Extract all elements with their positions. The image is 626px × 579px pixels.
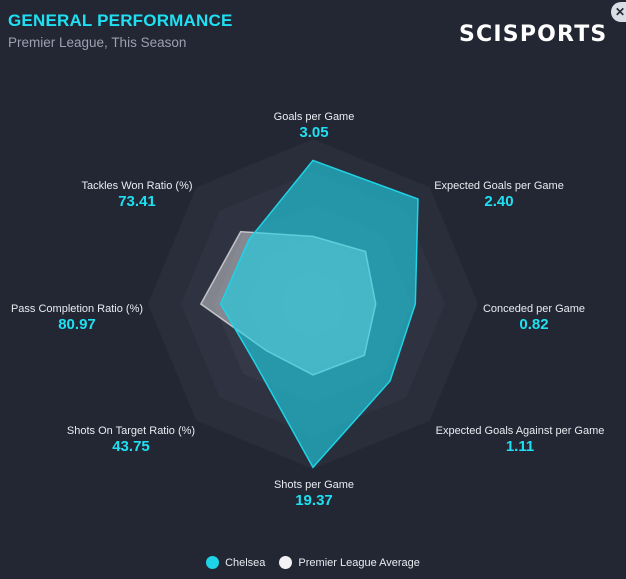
legend-item-league-average[interactable]: Premier League Average (279, 556, 420, 569)
legend-label: Premier League Average (298, 556, 420, 569)
metric-label: Conceded per Game (482, 303, 586, 315)
metric-value: 3.05 (299, 124, 329, 142)
metric-label: Shots On Target Ratio (%) (66, 425, 196, 437)
metric-expected-goals-against: Expected Goals Against per Game 1.11 (430, 425, 610, 456)
metric-pass-completion: Pass Completion Ratio (%) 80.97 (4, 303, 150, 334)
metric-value: 2.40 (484, 193, 514, 211)
team-color-dot-icon (206, 556, 220, 569)
chart-legend: Chelsea Premier League Average (0, 556, 626, 569)
page-subtitle: Premier League, This Season (8, 35, 187, 50)
metric-value: 73.41 (118, 193, 156, 211)
metric-value: 80.97 (58, 316, 96, 334)
metric-label: Goals per Game (273, 111, 355, 123)
metric-value: 0.82 (519, 316, 549, 334)
brand-logo: SCISPORTS (459, 22, 608, 47)
close-icon[interactable]: ✕ (611, 2, 626, 22)
metric-shots-per-game: Shots per Game 19.37 (254, 479, 374, 510)
metric-expected-goals: Expected Goals per Game 2.40 (424, 180, 574, 211)
metric-goals-per-game: Goals per Game 3.05 (254, 111, 374, 142)
metric-tackles-won: Tackles Won Ratio (%) 73.41 (72, 180, 202, 211)
series-chelsea-area (219, 159, 419, 469)
average-color-dot-icon (279, 556, 293, 569)
metric-shots-on-target: Shots On Target Ratio (%) 43.75 (56, 425, 206, 456)
metric-value: 1.11 (505, 438, 535, 456)
metric-value: 19.37 (295, 492, 333, 510)
metric-value: 43.75 (112, 438, 150, 456)
legend-item-chelsea[interactable]: Chelsea (206, 556, 265, 569)
metric-label: Expected Goals per Game (434, 180, 564, 192)
metric-label: Tackles Won Ratio (%) (81, 180, 193, 192)
legend-label: Chelsea (225, 556, 266, 569)
metric-label: Expected Goals Against per Game (435, 425, 605, 437)
page-title: GENERAL PERFORMANCE (8, 11, 233, 30)
metric-conceded: Conceded per Game 0.82 (474, 303, 594, 334)
metric-label: Shots per Game (273, 479, 355, 491)
metric-label: Pass Completion Ratio (%) (10, 303, 144, 315)
